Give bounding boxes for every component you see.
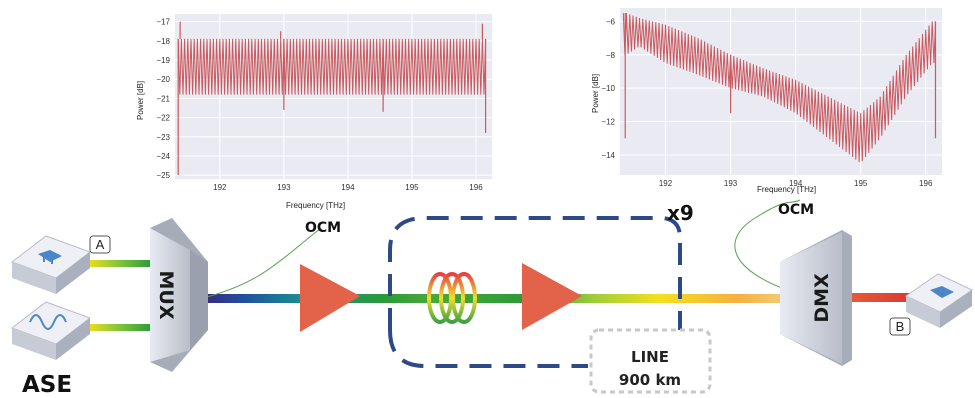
x-tick-label: 194 — [341, 183, 355, 192]
y-axis-label: Power [dB] — [591, 74, 600, 113]
y-tick-label: −20 — [156, 75, 170, 84]
x-tick-label: 193 — [277, 183, 291, 192]
y-tick-label: −19 — [156, 56, 170, 65]
plot-area — [175, 14, 492, 179]
y-tick-label: −23 — [156, 133, 170, 142]
y-tick-label: −6 — [606, 17, 616, 26]
y-tick-label: −22 — [156, 114, 170, 123]
loop-box — [388, 216, 682, 368]
x-tick-label: 194 — [789, 179, 803, 188]
fiber-main — [205, 294, 527, 303]
line-label: LINE — [631, 348, 669, 366]
ase-source-icon — [10, 301, 92, 360]
fiber-a — [88, 260, 152, 267]
y-tick-label: −18 — [156, 37, 170, 46]
x-tick-label: 196 — [919, 179, 933, 188]
mux-device — [150, 218, 208, 372]
y-tick-label: −12 — [601, 118, 615, 127]
ocm-tap-left — [206, 228, 323, 298]
y-tick-label: −17 — [156, 18, 170, 27]
demux-device — [780, 230, 852, 366]
x-tick-label: 192 — [659, 179, 673, 188]
y-tick-label: −25 — [156, 171, 170, 180]
spectrum-line — [622, 12, 936, 163]
fiber-spool-icon — [427, 272, 477, 324]
ocm-tap-right — [734, 199, 801, 292]
y-tick-label: −24 — [156, 152, 170, 161]
transceiver-icon — [10, 235, 92, 294]
chart-input-spectrum: −17 −18 −19 −20 −21 −22 −23 −24 −25 192 193 194 195… — [136, 14, 492, 210]
x-tick-label: 196 — [469, 183, 483, 192]
x-tick-label: 192 — [213, 183, 227, 192]
label-b: B — [896, 319, 905, 334]
label-b-badge: B — [889, 317, 911, 336]
chart-output-spectrum: −6 −8 −10 −12 −14 192 193 194 195 196 Frequency … — [591, 8, 942, 194]
y-tick-label: −21 — [156, 94, 170, 103]
ocm-right-label: OCM — [778, 202, 814, 218]
x-tick-label: 193 — [724, 179, 738, 188]
repeat-label: x9 — [667, 201, 694, 225]
y-tick-label: −10 — [601, 84, 615, 93]
x-axis-label: Frequency [THz] — [757, 185, 816, 194]
x-axis-label: Frequency [THz] — [286, 201, 345, 210]
ocm-left-label: OCM — [305, 220, 341, 236]
label-a: A — [96, 237, 105, 252]
receiver-icon — [904, 273, 974, 328]
label-a-badge: A — [89, 235, 111, 254]
fiber-output — [840, 293, 910, 302]
mux-label: MUX — [155, 271, 177, 320]
spectrum-line — [177, 38, 487, 95]
y-tick-label: −8 — [606, 51, 616, 60]
fiber-line — [526, 294, 791, 303]
fiber-ase — [88, 324, 152, 331]
x-tick-label: 195 — [854, 179, 868, 188]
y-tick-label: −14 — [601, 151, 615, 160]
dmx-label: DMX — [811, 273, 833, 323]
line-box — [589, 328, 712, 394]
y-axis-label: Power [dB] — [136, 81, 145, 120]
x-tick-label: 195 — [405, 183, 419, 192]
amplifier-icon — [522, 263, 582, 330]
amplifier-icon — [300, 264, 360, 332]
ase-label: ASE — [22, 372, 72, 398]
line-length: 900 km — [619, 371, 681, 389]
plot-area — [620, 8, 942, 175]
